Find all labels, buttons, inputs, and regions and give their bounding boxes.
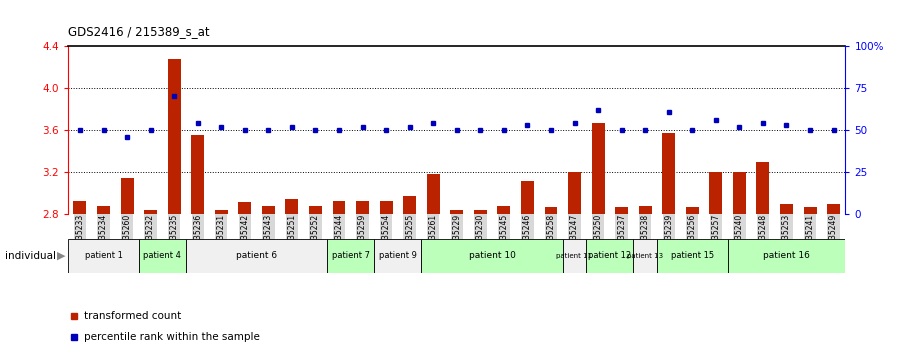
Bar [568, 172, 581, 214]
Bar [563, 239, 586, 273]
Text: patient 13: patient 13 [627, 253, 664, 259]
Bar [474, 210, 487, 214]
Text: individual: individual [5, 251, 55, 261]
Bar [380, 200, 393, 214]
Bar [586, 239, 634, 273]
Bar [238, 201, 251, 214]
Bar [139, 239, 186, 273]
Bar [657, 239, 727, 273]
Bar [827, 204, 840, 214]
Bar [68, 239, 139, 273]
Text: percentile rank within the sample: percentile rank within the sample [84, 332, 259, 342]
Bar [780, 204, 793, 214]
Text: transformed count: transformed count [84, 311, 181, 321]
Bar [309, 206, 322, 214]
Text: GDS2416 / 215389_s_at: GDS2416 / 215389_s_at [68, 25, 210, 38]
Text: patient 1: patient 1 [85, 251, 123, 260]
Bar [544, 207, 557, 214]
Bar [450, 210, 464, 214]
Bar [685, 207, 699, 214]
Bar [733, 172, 746, 214]
Bar [709, 172, 723, 214]
Bar [145, 210, 157, 214]
Bar [404, 196, 416, 214]
Bar [186, 239, 327, 273]
Text: patient 6: patient 6 [236, 251, 277, 260]
Text: patient 12: patient 12 [588, 251, 632, 260]
Bar [375, 239, 422, 273]
Bar [422, 239, 563, 273]
Text: patient 16: patient 16 [763, 251, 810, 260]
Text: patient 11: patient 11 [556, 253, 593, 259]
Text: patient 4: patient 4 [144, 251, 181, 260]
Bar [426, 174, 440, 214]
Bar [356, 200, 369, 214]
Text: ▶: ▶ [57, 251, 65, 261]
Bar [497, 206, 510, 214]
Bar [804, 207, 816, 214]
Bar [521, 181, 534, 214]
Bar [615, 207, 628, 214]
Bar [262, 206, 275, 214]
Bar [639, 206, 652, 214]
Text: patient 10: patient 10 [469, 251, 515, 260]
Bar [634, 239, 657, 273]
Bar [74, 200, 86, 214]
Bar [121, 178, 134, 214]
Text: patient 9: patient 9 [379, 251, 417, 260]
Bar [97, 206, 110, 214]
Bar [756, 162, 769, 214]
Bar [592, 123, 604, 214]
Bar [663, 133, 675, 214]
Text: patient 7: patient 7 [332, 251, 370, 260]
Bar [215, 210, 228, 214]
Bar [327, 239, 375, 273]
Bar [727, 239, 845, 273]
Text: patient 15: patient 15 [671, 251, 714, 260]
Bar [285, 199, 298, 214]
Bar [191, 135, 205, 214]
Bar [333, 200, 345, 214]
Bar [167, 59, 181, 214]
